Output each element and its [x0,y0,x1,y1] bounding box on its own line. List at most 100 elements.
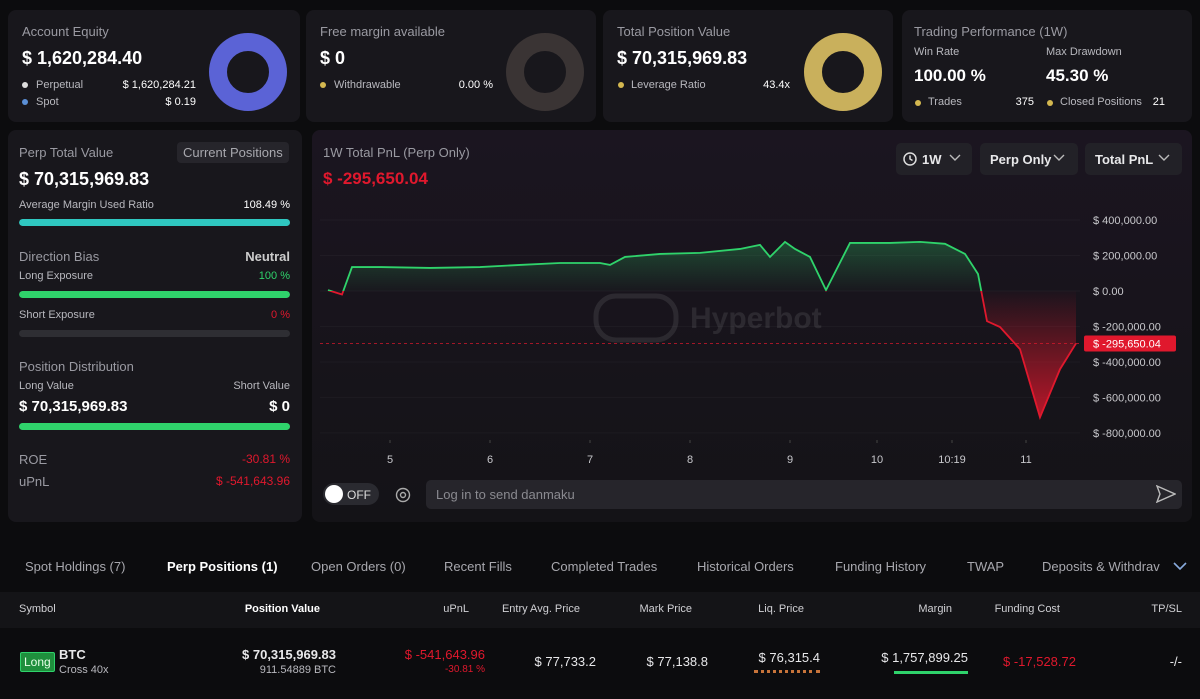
watermark: Hyperbot [690,302,822,335]
bar-label: Average Margin Used Ratio [19,199,154,211]
stat-label: Max Drawdown [1046,46,1122,58]
row-value: $ 0.19 [165,96,196,108]
settings-icon[interactable] [394,486,412,504]
margin-indicator [894,671,968,674]
bar-value: 0 % [271,309,290,321]
funding-cost: $ -17,528.72 [1002,654,1076,669]
liq-indicator [754,670,820,673]
bias-value: Neutral [245,249,290,264]
section-title: Position Distribution [19,359,134,374]
margin-mode: Cross 40x [59,664,109,676]
legend-dot [22,82,28,88]
row-value: 0.00 % [458,79,493,91]
chevrons [949,154,1170,161]
mark-price: $ 77,138.8 [646,654,708,669]
y-tick-label: $ -600,000.00 [1093,392,1161,404]
column-header[interactable]: Margin [918,603,952,615]
row-label: Closed Positions [1060,96,1142,108]
scope-select[interactable] [980,143,1078,175]
donut [209,33,287,111]
clock-icon [903,152,917,166]
bar-track [19,330,290,337]
input-placeholder: Log in to send danmaku [436,487,575,502]
range-select[interactable] [896,143,972,175]
tab[interactable]: Spot Holdings (7) [25,559,126,574]
row-value: 21 [1152,96,1165,108]
toggle-label: OFF [347,488,371,502]
column-header[interactable]: Funding Cost [994,603,1060,615]
tab[interactable]: Perp Positions (1) [167,559,278,574]
row-label: Trades [928,96,962,108]
legend-dot [320,82,326,88]
bar-value: 100 % [258,270,290,282]
roe-value: -30.81 % [241,452,290,466]
current-tag [1084,335,1176,352]
column-header[interactable]: Position Value [244,603,320,615]
donut [804,33,882,111]
column-header[interactable]: Liq. Price [758,603,804,615]
label: uPnL [19,474,50,489]
y-tick-label: $ 0.00 [1093,286,1124,298]
watermark-logo [593,293,679,343]
bar-track [19,219,290,226]
current-positions-button[interactable]: Current Positions [177,142,289,163]
card-value: $ 1,620,284.40 [22,48,143,68]
column-header[interactable]: TP/SL [1151,603,1182,615]
x-tick-label: 5 [387,454,393,466]
pnl-chart: Hyperbot $ 400,000.00 $ 200,000.00 $ 0.00 $ … [320,215,1176,466]
x-tick-label: 11 [1020,454,1031,466]
row-value: 375 [1015,96,1034,108]
label: Short Value [233,380,290,392]
upnl-value: $ -541,643.96 [215,474,290,488]
row-label: Leverage Ratio [631,79,706,91]
label: ROE [19,452,48,467]
column-header[interactable]: Symbol [19,603,56,615]
donuts [209,33,882,111]
current-tag-label: $ -295,650.04 [1093,338,1161,350]
section-title: Direction Bias [19,249,100,264]
tabs-expand[interactable] [1172,560,1188,572]
x-tick-label: 10:19 [938,454,966,466]
card-title: Account Equity [22,24,109,39]
danmaku-input[interactable] [426,480,1182,509]
panel-title: Perp Total Value [19,145,114,160]
stat-value: 100.00 % [914,66,986,85]
pnl-line [327,240,1077,420]
scope-value: Perp Only [990,152,1052,167]
row-value: 43.4x [763,79,790,91]
x-tick-label: 6 [487,454,493,466]
perp-panel [8,130,302,522]
tab[interactable]: Completed Trades [551,559,658,574]
y-tick-label: $ -200,000.00 [1093,321,1161,333]
chart-title: 1W Total PnL (Perp Only) [323,145,470,160]
tab[interactable]: Open Orders (0) [311,559,406,574]
card-title: Trading Performance (1W) [914,24,1068,39]
upnl: $ -541,643.96 [404,647,485,662]
table-header-row [0,592,1200,628]
card-value: $ 70,315,969.83 [617,48,748,68]
y-tick-label: $ -800,000.00 [1093,428,1161,440]
tab[interactable]: Funding History [835,559,927,574]
column-header[interactable]: Mark Price [639,603,692,615]
tab[interactable]: Recent Fills [444,559,512,574]
margin-ratio-bar [19,219,290,226]
stat-value: 45.30 % [1046,66,1109,85]
column-header[interactable]: Entry Avg. Price [501,603,580,615]
donut [506,33,584,111]
bar-label: Short Exposure [19,309,95,321]
symbol: BTC [59,647,86,662]
row-label: Perpetual [36,79,84,91]
column-header[interactable]: uPnL [443,603,469,615]
distribution-bar [19,423,290,430]
tab[interactable]: Historical Orders [697,559,794,574]
y-tick-label: $ -400,000.00 [1093,357,1161,369]
card-title: Free margin available [320,24,446,39]
toggle-knob [325,485,343,503]
send-icon[interactable] [1156,485,1176,503]
tab[interactable]: TWAP [967,559,1005,574]
row-value: $ 1,620,284.21 [122,79,196,91]
tab[interactable]: Deposits & Withdrav [1042,559,1160,574]
stat-label: Win Rate [914,46,960,58]
row-label: Spot [36,96,59,108]
